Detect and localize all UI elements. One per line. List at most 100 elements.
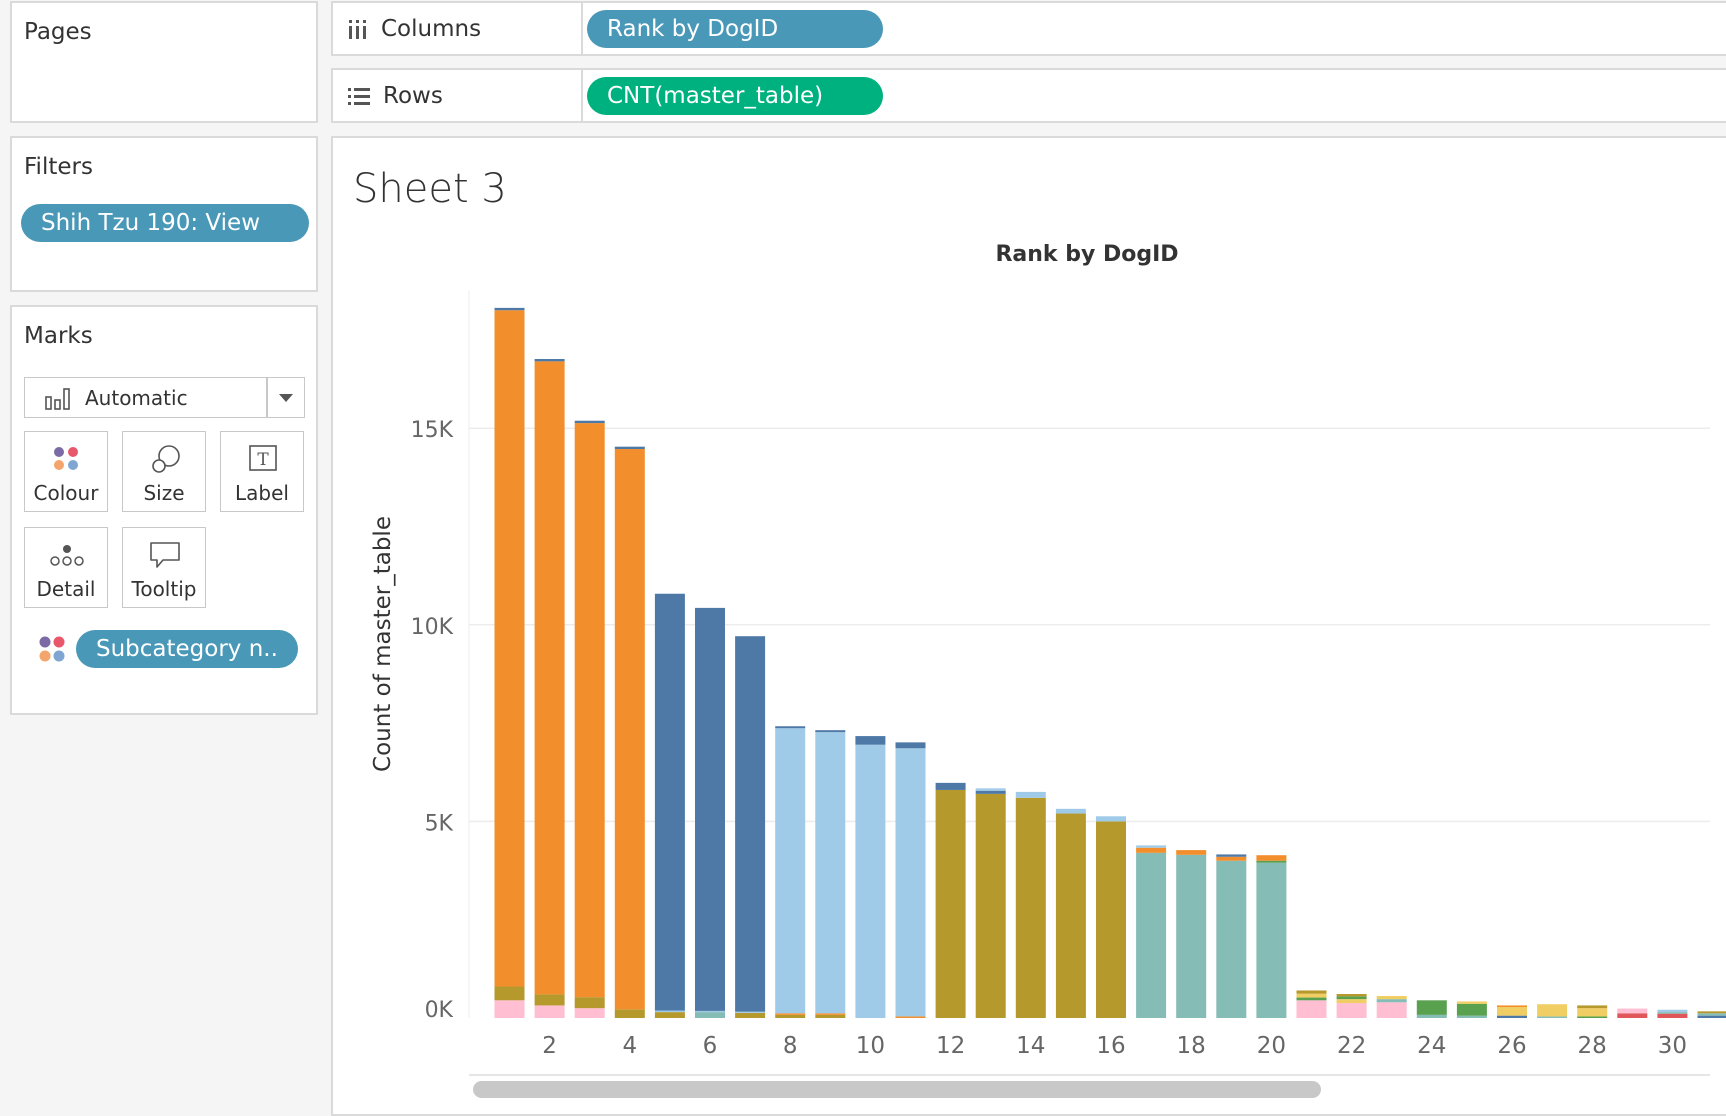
bar[interactable] <box>976 788 1006 1018</box>
bar-segment[interactable] <box>1256 863 1286 1018</box>
bar-segment[interactable] <box>655 1012 685 1018</box>
bar[interactable] <box>695 608 725 1018</box>
bar-segment[interactable] <box>1497 1007 1527 1016</box>
bar-segment[interactable] <box>976 788 1006 790</box>
bar[interactable] <box>495 308 525 1018</box>
bar[interactable] <box>1016 792 1046 1018</box>
bar-segment[interactable] <box>1617 1009 1647 1014</box>
bar-segment[interactable] <box>1537 1016 1567 1018</box>
bar-segment[interactable] <box>815 730 845 732</box>
bar-segment[interactable] <box>655 1011 685 1013</box>
bar-segment[interactable] <box>615 447 645 449</box>
bar-segment[interactable] <box>1256 855 1286 861</box>
bar-segment[interactable] <box>1457 1001 1487 1003</box>
bar-segment[interactable] <box>695 608 725 1011</box>
bar[interactable] <box>1136 845 1166 1018</box>
bar-segment[interactable] <box>1617 1013 1647 1018</box>
horizontal-scrollbar[interactable] <box>473 1081 1321 1098</box>
bar-segment[interactable] <box>735 1012 765 1013</box>
bar-segment[interactable] <box>1297 1000 1327 1018</box>
bar-segment[interactable] <box>535 361 565 994</box>
bar-segment[interactable] <box>495 310 525 986</box>
bar[interactable] <box>936 783 966 1018</box>
bar-segment[interactable] <box>1136 853 1166 1018</box>
bar-segment[interactable] <box>936 790 966 1018</box>
bar-segment[interactable] <box>1377 1002 1407 1018</box>
bar-segment[interactable] <box>575 997 605 1008</box>
bar-segment[interactable] <box>775 728 805 1013</box>
bar-segment[interactable] <box>1216 857 1246 861</box>
bar-segment[interactable] <box>535 359 565 361</box>
bar[interactable] <box>1537 1004 1567 1018</box>
bar-segment[interactable] <box>1577 1016 1607 1018</box>
bar-segment[interactable] <box>1457 1004 1487 1016</box>
bar-segment[interactable] <box>575 1008 605 1018</box>
bar-segment[interactable] <box>1016 792 1046 798</box>
bar-segment[interactable] <box>1337 999 1367 1003</box>
bar-segment[interactable] <box>495 987 525 1001</box>
bar-segment[interactable] <box>976 794 1006 1018</box>
bar[interactable] <box>1457 1001 1487 1018</box>
bar-segment[interactable] <box>1417 1015 1447 1018</box>
bar-segment[interactable] <box>535 994 565 1005</box>
bar-segment[interactable] <box>1577 1008 1607 1016</box>
bar-segment[interactable] <box>735 636 765 1012</box>
bar-segment[interactable] <box>615 1009 645 1018</box>
bar[interactable] <box>1497 1005 1527 1018</box>
bar-segment[interactable] <box>976 791 1006 794</box>
bar-segment[interactable] <box>735 1013 765 1018</box>
bar-segment[interactable] <box>1297 990 1327 993</box>
bar-segment[interactable] <box>896 1016 926 1018</box>
bar-segment[interactable] <box>815 1013 845 1015</box>
bar-segment[interactable] <box>615 449 645 1009</box>
bar-segment[interactable] <box>775 1013 805 1015</box>
bar-segment[interactable] <box>1297 998 1327 1001</box>
bar-segment[interactable] <box>1377 996 1407 999</box>
bar-segment[interactable] <box>495 1000 525 1018</box>
bar[interactable] <box>815 730 845 1018</box>
bar[interactable] <box>535 359 565 1018</box>
bar[interactable] <box>775 726 805 1018</box>
bar-segment[interactable] <box>1497 1005 1527 1007</box>
bar-segment[interactable] <box>1577 1005 1607 1008</box>
bar-segment[interactable] <box>1497 1016 1527 1018</box>
bar-segment[interactable] <box>775 726 805 728</box>
bar[interactable] <box>1617 1009 1647 1018</box>
bar-segment[interactable] <box>1657 1012 1687 1014</box>
bar-segment[interactable] <box>695 1012 725 1018</box>
bar-segment[interactable] <box>1537 1004 1567 1016</box>
bar-segment[interactable] <box>1136 845 1166 847</box>
bar-segment[interactable] <box>855 745 885 1018</box>
bar[interactable] <box>1698 1011 1726 1018</box>
bar-segment[interactable] <box>896 748 926 1016</box>
bar[interactable] <box>575 421 605 1018</box>
bar[interactable] <box>655 594 685 1018</box>
bar-segment[interactable] <box>1016 798 1046 1018</box>
bar-segment[interactable] <box>1417 1000 1447 1015</box>
bar[interactable] <box>1216 854 1246 1018</box>
bar-segment[interactable] <box>896 742 926 748</box>
bar-segment[interactable] <box>1056 814 1086 1018</box>
bar-segment[interactable] <box>855 736 885 745</box>
bar-segment[interactable] <box>775 1015 805 1018</box>
bar[interactable] <box>735 636 765 1018</box>
bar-segment[interactable] <box>1377 999 1407 1002</box>
bar-segment[interactable] <box>1176 850 1206 855</box>
bar-segment[interactable] <box>1698 1013 1726 1015</box>
bar-segment[interactable] <box>1698 1016 1726 1018</box>
bar-segment[interactable] <box>1657 1010 1687 1012</box>
bar-segment[interactable] <box>1096 821 1126 1018</box>
bar-segment[interactable] <box>695 1011 725 1012</box>
bar[interactable] <box>855 736 885 1018</box>
bar[interactable] <box>1176 850 1206 1018</box>
bar[interactable] <box>1096 816 1126 1018</box>
bar-segment[interactable] <box>655 594 685 1011</box>
bar[interactable] <box>1056 809 1086 1018</box>
bar-segment[interactable] <box>535 1005 565 1018</box>
bar-segment[interactable] <box>1337 1003 1367 1018</box>
bar-segment[interactable] <box>1096 816 1126 821</box>
bar-segment[interactable] <box>936 783 966 790</box>
bar[interactable] <box>896 742 926 1018</box>
bar[interactable] <box>1377 996 1407 1018</box>
bar[interactable] <box>615 447 645 1018</box>
